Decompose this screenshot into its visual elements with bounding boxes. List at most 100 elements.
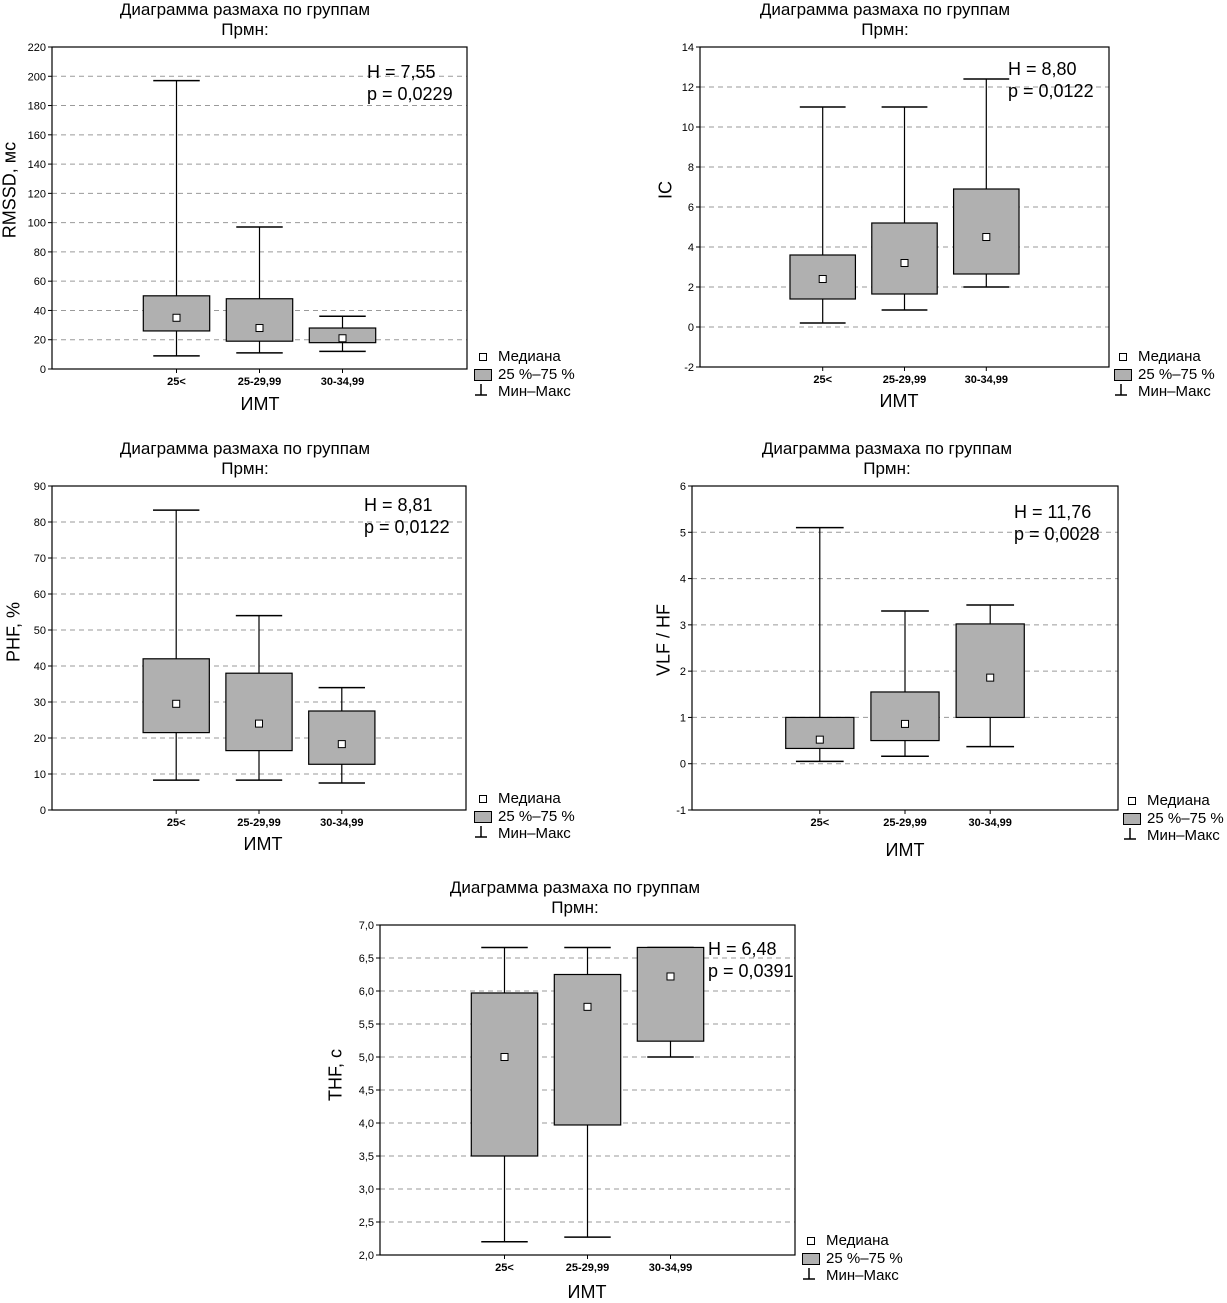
h-statistic: H = 8,80 — [1008, 59, 1077, 79]
y-tick-label: 80 — [34, 517, 46, 529]
legend-whisker: Мин–Макс — [472, 383, 575, 401]
y-tick-label: 10 — [34, 769, 46, 781]
y-tick-label: 5 — [680, 527, 686, 539]
legend-whisker: Мин–Макс — [472, 825, 575, 843]
median-marker — [815, 735, 824, 744]
median-marker — [583, 1002, 592, 1011]
y-tick-label: 90 — [34, 481, 46, 493]
plot-area: -1 0 1 2 3 4 5 6 25< 25-29,99 30-34,99 — [676, 481, 1119, 829]
median-marker — [255, 324, 264, 333]
legend-median: Медиана — [472, 790, 575, 808]
x-tick-label: 25-29,99 — [238, 376, 281, 388]
y-tick-label: 12 — [682, 82, 694, 94]
chart-panel-vlf-hf: Диаграмма размаха по группам Прмн: VLF /… — [654, 439, 1224, 860]
y-tick-label: 200 — [28, 71, 46, 83]
iqr-box — [952, 188, 1020, 275]
median-marker — [172, 313, 181, 322]
x-axis-label: ИМТ — [567, 1282, 607, 1302]
whisker-icon — [475, 384, 487, 396]
y-tick-label: 140 — [28, 159, 46, 171]
stats-annotation: H = 8,80 p = 0,0122 — [1008, 58, 1094, 102]
legend-median: Медиана — [1112, 348, 1215, 366]
box-swatch-icon — [474, 368, 492, 381]
iqr-box — [955, 623, 1025, 719]
iqr-box — [225, 672, 293, 752]
y-tick-label: 2,0 — [359, 1250, 374, 1262]
chart-panel-ic: Диаграмма размаха по группам Прмн: IC -2… — [0, 0, 1227, 430]
median-marker — [338, 334, 347, 343]
stats-annotation: H = 6,48 p = 0,0391 — [708, 938, 794, 982]
iqr-box — [871, 222, 938, 295]
y-tick-label: 3,0 — [359, 1184, 374, 1196]
legend-whisker: Мин–Макс — [1121, 827, 1224, 845]
y-tick-label: 7,0 — [359, 920, 374, 932]
y-tick-label: 1 — [680, 712, 686, 724]
whisker-icon — [475, 826, 487, 838]
h-statistic: H = 6,48 — [708, 939, 777, 959]
median-marker-icon — [1128, 797, 1136, 805]
x-tick-label: 25< — [810, 817, 829, 829]
plot-area: 0 10 20 30 40 50 60 70 80 90 25< 25-29,99 30-34,99 — [34, 481, 467, 829]
stats-annotation: H = 8,81 p = 0,0122 — [364, 494, 450, 538]
median-marker — [901, 719, 909, 728]
y-tick-label: 4 — [688, 242, 694, 254]
box-swatch-icon — [474, 810, 492, 823]
x-tick-label: 25-29,99 — [566, 1262, 609, 1274]
stats-annotation: H = 7,55 p = 0,0229 — [367, 61, 453, 105]
iqr-box — [636, 946, 705, 1042]
median-marker — [982, 233, 991, 241]
y-tick-label: 0 — [680, 759, 686, 771]
median-marker — [500, 1053, 509, 1061]
h-statistic: H = 8,81 — [364, 495, 433, 515]
legend-box: 25 %–75 % — [1112, 366, 1215, 384]
median-marker — [255, 719, 263, 728]
median-marker-icon — [479, 795, 487, 803]
chart-title: Диаграмма размаха по группам Прмн: — [449, 878, 701, 917]
x-tick-label: 25-29,99 — [883, 817, 926, 829]
y-tick-label: 6 — [680, 481, 686, 493]
x-axis-label: ИМТ — [885, 840, 925, 860]
legend-box: 25 %–75 % — [800, 1250, 903, 1268]
legend-median: Медиана — [1121, 792, 1224, 810]
chart-title: Диаграмма размаха по группам Прмн: — [759, 0, 1011, 39]
x-tick-label: 25< — [167, 817, 186, 829]
x-axis-label: ИМТ — [879, 391, 919, 411]
x-tick-label: 30-34,99 — [321, 376, 364, 388]
y-tick-label: 3 — [680, 620, 686, 632]
p-value: p = 0,0028 — [1014, 524, 1100, 544]
legend-whisker: Мин–Макс — [1112, 383, 1215, 401]
iqr-box — [225, 298, 294, 342]
legend: Медиана 25 %–75 % Мин–Макс — [800, 1232, 903, 1285]
legend-median: Медиана — [472, 348, 575, 366]
y-tick-label: 70 — [34, 553, 46, 565]
y-tick-label: 4 — [680, 574, 686, 586]
iqr-box — [870, 691, 940, 742]
h-statistic: H = 11,76 — [1014, 502, 1092, 522]
whisker-icon — [1115, 384, 1127, 396]
box-swatch-icon — [1114, 368, 1132, 381]
legend-box: 25 %–75 % — [472, 808, 575, 826]
x-axis-label: ИМТ — [240, 394, 280, 414]
chart-title: Диаграмма размаха по группам Прмн: — [119, 0, 371, 39]
y-tick-label: 5,5 — [359, 1019, 374, 1031]
x-tick-label: 30-34,99 — [968, 817, 1011, 829]
x-tick-label: 30-34,99 — [320, 817, 363, 829]
y-tick-label: 4,0 — [359, 1118, 374, 1130]
y-tick-label: 6,0 — [359, 986, 374, 998]
y-tick-label: 160 — [28, 130, 46, 142]
plot-area: 0 20 40 60 80 100 120 140 160 180 200 220 25< 25-29,9… — [28, 42, 468, 388]
median-marker-icon — [807, 1237, 815, 1245]
chart-panel-phf: Диаграмма размаха по группам Прмн: PHF, … — [0, 0, 600, 870]
y-tick-label: 0 — [40, 805, 46, 817]
median-marker — [900, 259, 909, 267]
y-tick-label: 80 — [34, 247, 46, 259]
y-tick-label: -2 — [684, 362, 694, 374]
legend: Медиана 25 %–75 % Мин–Макс — [472, 348, 575, 401]
box-swatch-icon — [1123, 812, 1141, 825]
iqr-box — [142, 295, 211, 332]
median-marker — [172, 699, 181, 708]
legend: Медиана 25 %–75 % Мин–Макс — [1112, 348, 1215, 401]
legend: Медиана 25 %–75 % Мин–Макс — [1121, 792, 1224, 845]
x-tick-label: 30-34,99 — [965, 374, 1008, 386]
